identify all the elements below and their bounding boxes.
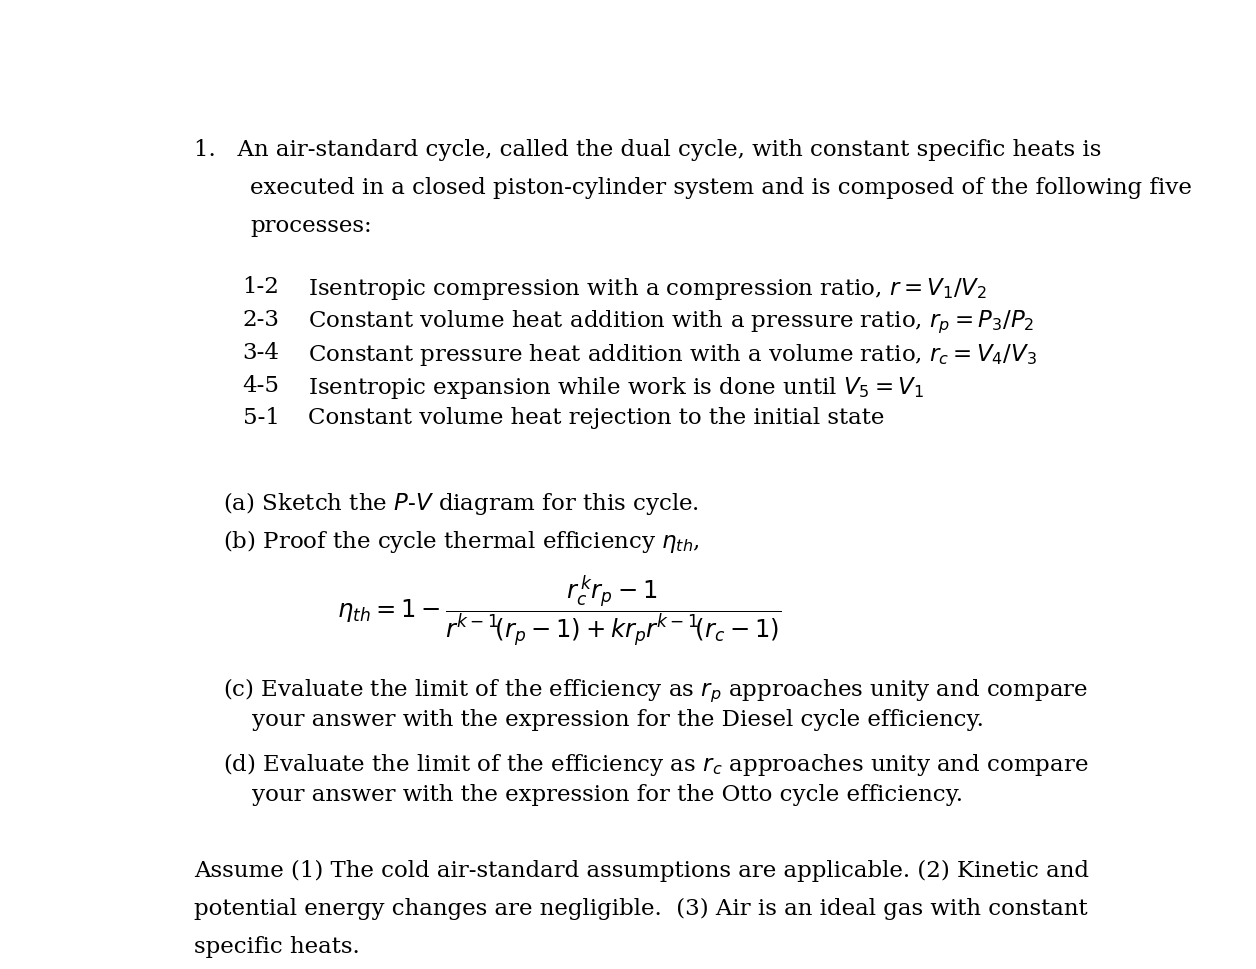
Text: executed in a closed piston-cylinder system and is composed of the following fiv: executed in a closed piston-cylinder sys… bbox=[250, 176, 1192, 199]
Text: Constant volume heat rejection to the initial state: Constant volume heat rejection to the in… bbox=[308, 407, 884, 429]
Text: 5-1: 5-1 bbox=[242, 407, 280, 429]
Text: your answer with the expression for the Diesel cycle efficiency.: your answer with the expression for the … bbox=[252, 708, 985, 731]
Text: 3-4: 3-4 bbox=[242, 341, 280, 363]
Text: (c) Evaluate the limit of the efficiency as $r_p$ approaches unity and compare: (c) Evaluate the limit of the efficiency… bbox=[224, 675, 1088, 704]
Text: Isentropic compression with a compression ratio, $r = V_1/V_2$: Isentropic compression with a compressio… bbox=[308, 275, 987, 301]
Text: (b) Proof the cycle thermal efficiency $\eta_{th}$,: (b) Proof the cycle thermal efficiency $… bbox=[224, 527, 700, 554]
Text: processes:: processes: bbox=[250, 215, 372, 236]
Text: potential energy changes are negligible.  (3) Air is an ideal gas with constant: potential energy changes are negligible.… bbox=[193, 897, 1088, 920]
Text: Constant pressure heat addition with a volume ratio, $r_c = V_4/V_3$: Constant pressure heat addition with a v… bbox=[308, 341, 1036, 367]
Text: 4-5: 4-5 bbox=[242, 374, 280, 396]
Text: 2-3: 2-3 bbox=[242, 308, 280, 330]
Text: (a) Sketch the $P$-$V$ diagram for this cycle.: (a) Sketch the $P$-$V$ diagram for this … bbox=[224, 489, 700, 516]
Text: (d) Evaluate the limit of the efficiency as $r_c$ approaches unity and compare: (d) Evaluate the limit of the efficiency… bbox=[224, 750, 1089, 777]
Text: $\eta_{th} =1-\dfrac{r_c^{\,k}r_p -1}{r^{k-1}\!\left(r_p -1\right)+kr_p r^{k-1}\: $\eta_{th} =1-\dfrac{r_c^{\,k}r_p -1}{r^… bbox=[337, 573, 781, 648]
Text: specific heats.: specific heats. bbox=[193, 935, 359, 957]
Text: Isentropic expansion while work is done until $V_5 = V_1$: Isentropic expansion while work is done … bbox=[308, 374, 924, 400]
Text: 1.   An air-standard cycle, called the dual cycle, with constant specific heats : 1. An air-standard cycle, called the dua… bbox=[193, 139, 1102, 161]
Text: Assume (1) The cold air-standard assumptions are applicable. (2) Kinetic and: Assume (1) The cold air-standard assumpt… bbox=[193, 860, 1089, 882]
Text: your answer with the expression for the Otto cycle efficiency.: your answer with the expression for the … bbox=[252, 783, 963, 805]
Text: Constant volume heat addition with a pressure ratio, $r_p = P_3/P_2$: Constant volume heat addition with a pre… bbox=[308, 308, 1034, 336]
Text: 1-2: 1-2 bbox=[242, 275, 280, 297]
